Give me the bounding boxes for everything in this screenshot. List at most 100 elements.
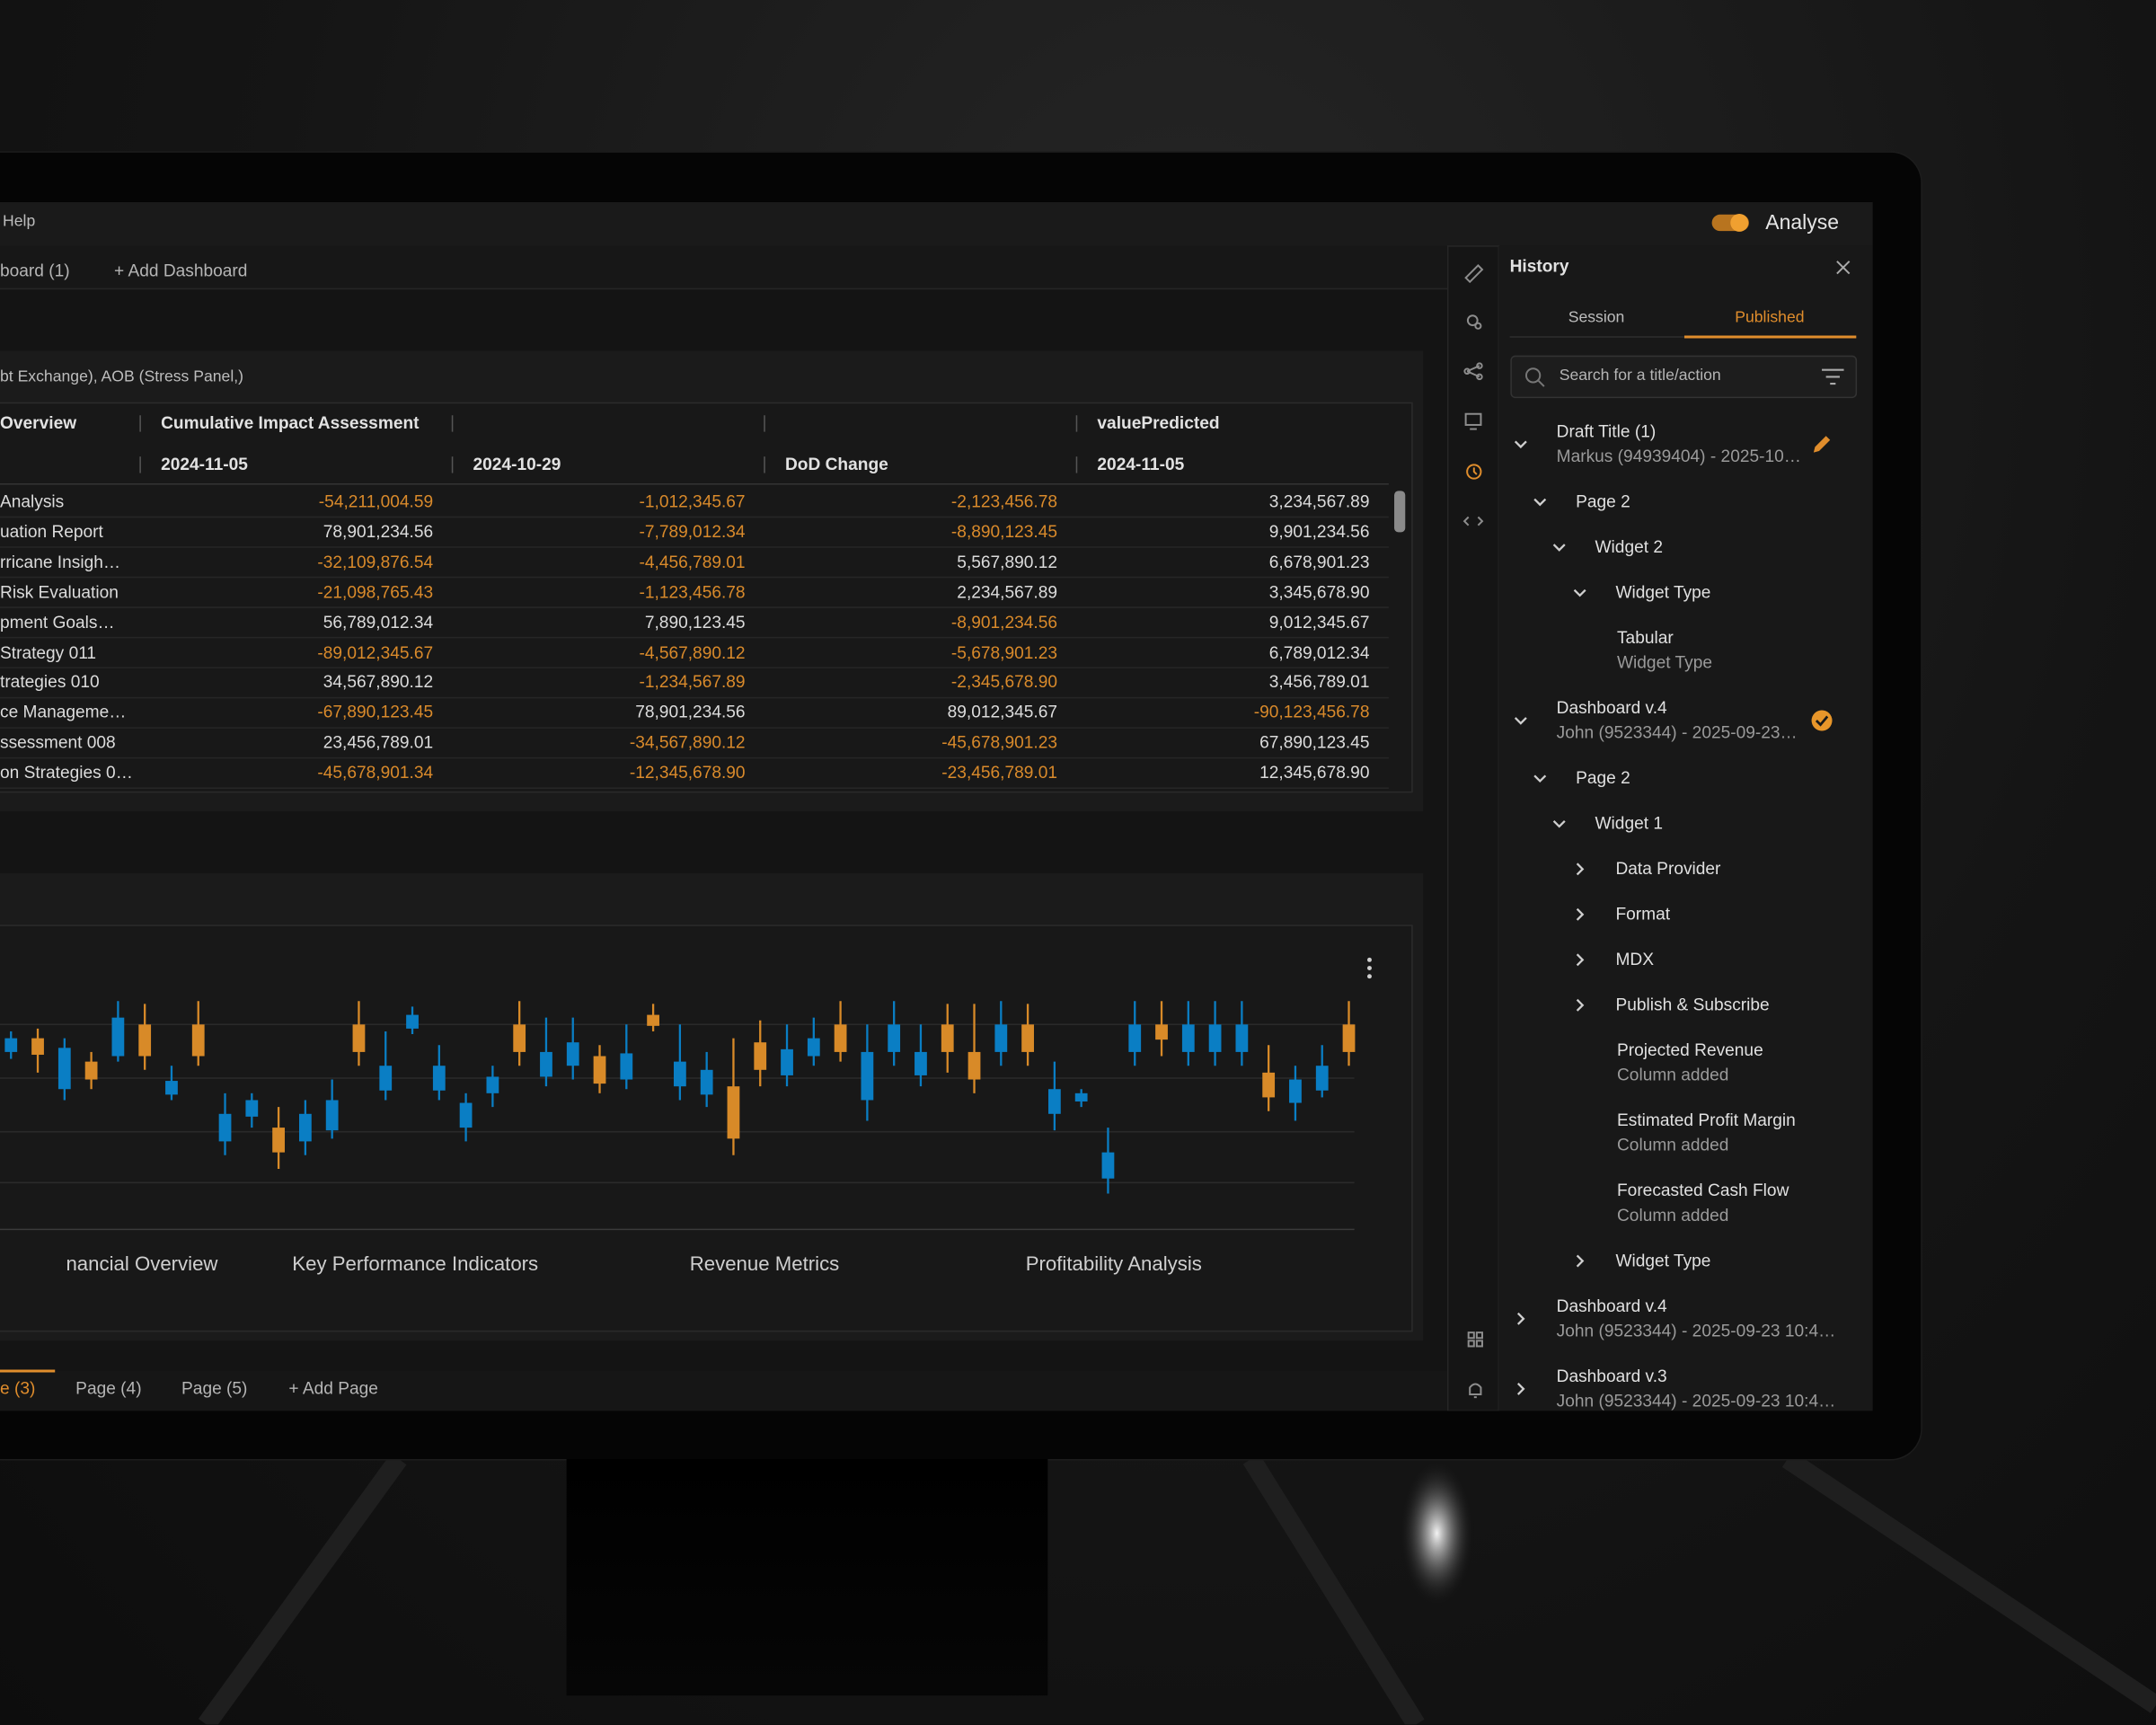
candle-body	[754, 1042, 767, 1070]
widget-menu[interactable]	[1367, 957, 1372, 979]
candle-body	[272, 1128, 285, 1153]
candle-body	[4, 1038, 18, 1052]
column-subheader: 2024-11-05	[161, 455, 248, 474]
candle-body	[1262, 1072, 1276, 1098]
candle-body	[1101, 1152, 1115, 1179]
cell-value: 7,890,123.45	[644, 612, 746, 632]
menu-item[interactable]: Help	[3, 213, 36, 230]
cell-value: -12,345,678.90	[629, 763, 746, 783]
tree-chevron[interactable]	[1576, 953, 1585, 967]
candle-body	[1315, 1066, 1329, 1091]
close-button[interactable]	[1836, 261, 1851, 275]
tree-chevron[interactable]	[1516, 1312, 1525, 1325]
tree-item-title[interactable]: Projected Revenue	[1616, 1040, 1763, 1060]
dashboard-tab[interactable]: board (1)	[0, 261, 70, 280]
page-tab[interactable]: Page (5)	[181, 1378, 248, 1399]
tree-item-title[interactable]: Publish & Subscribe	[1615, 995, 1770, 1015]
tree-chevron[interactable]	[1533, 774, 1547, 783]
candle-body	[1074, 1092, 1088, 1102]
cell-value: -5,678,901.23	[950, 642, 1058, 662]
row-label: on Strategies 0…	[0, 763, 133, 783]
tree-chevron[interactable]	[1514, 440, 1527, 449]
screen-graphics	[0, 201, 1873, 1411]
x-group-label: Revenue Metrics	[689, 1253, 840, 1277]
page-tab[interactable]: e (3)	[0, 1378, 36, 1399]
cell-value: -4,567,890.12	[639, 642, 746, 662]
candle-body	[352, 1024, 366, 1052]
tree-item-title[interactable]: Dashboard v.4	[1556, 698, 1667, 718]
column-header: Cumulative Impact Assessment	[161, 413, 420, 433]
tree-chevron[interactable]	[1576, 862, 1585, 876]
cell-value: 3,345,678.90	[1268, 582, 1370, 602]
tree-chevron[interactable]	[1576, 907, 1585, 921]
cell-value: 3,234,567.89	[1268, 491, 1370, 512]
tree-item-meta: Widget Type	[1616, 652, 1713, 673]
row-label: uation Report	[0, 522, 103, 542]
tree-item-title[interactable]: MDX	[1615, 950, 1654, 969]
cell-value: -67,890,123.45	[317, 703, 434, 722]
tree-item-title[interactable]: Widget Type	[1615, 582, 1711, 603]
tree-item-title[interactable]: Tabular	[1616, 628, 1674, 648]
add-dashboard[interactable]: + Add Dashboard	[114, 261, 248, 280]
candle-body	[1235, 1024, 1249, 1052]
tree-item-title[interactable]: Widget 1	[1595, 813, 1664, 834]
tree-item-title[interactable]: Dashboard v.4	[1556, 1296, 1667, 1316]
cell-value: -21,098,765.43	[317, 582, 434, 602]
row-label: rricane Insigh…	[0, 552, 120, 572]
scrollbar[interactable]	[1394, 491, 1406, 533]
candle-body	[245, 1100, 259, 1117]
candle-body	[781, 1048, 793, 1075]
cell-value: 9,901,234.56	[1268, 522, 1370, 542]
tree-chevron[interactable]	[1576, 1254, 1585, 1268]
add-page[interactable]: + Add Page	[288, 1378, 378, 1399]
tree-item-title[interactable]: Draft Title (1)	[1556, 421, 1657, 441]
filter-icon[interactable]	[1822, 368, 1844, 385]
tree-chevron[interactable]	[1576, 998, 1585, 1012]
tree-item-meta: John (9523344) - 2025-09-23…	[1556, 722, 1798, 743]
page-tab[interactable]: Page (4)	[75, 1378, 142, 1399]
candle-body	[1047, 1089, 1061, 1114]
side-toolbar	[1446, 245, 1500, 1411]
candle-body	[861, 1051, 874, 1101]
tree-item-title[interactable]: Data Provider	[1615, 859, 1721, 879]
tree-item-title[interactable]: Format	[1615, 904, 1671, 924]
candle-body	[540, 1051, 552, 1077]
candle-body	[111, 1017, 125, 1057]
tree-item-meta: Column added	[1616, 1205, 1729, 1225]
cell-value: -23,456,789.01	[941, 763, 1058, 783]
candle-body	[325, 1100, 339, 1131]
column-header: Overview	[0, 413, 77, 433]
mode-label[interactable]: Analyse	[1765, 210, 1839, 234]
candle-body	[1128, 1024, 1142, 1052]
cell-value: -89,012,345.67	[317, 642, 434, 662]
tree-chevron[interactable]	[1552, 544, 1566, 552]
tree-chevron[interactable]	[1573, 588, 1586, 597]
tree-item-title[interactable]: Widget 2	[1595, 537, 1664, 557]
tree-item-title[interactable]: Widget Type	[1615, 1251, 1711, 1270]
toolbar-icons[interactable]	[1462, 263, 1484, 1399]
history-tab[interactable]: Session	[1568, 309, 1625, 327]
tree-chevron[interactable]	[1533, 498, 1547, 507]
tree-chevron[interactable]	[1514, 717, 1527, 725]
cell-value: 3,456,789.01	[1268, 672, 1370, 693]
search-box[interactable]	[1510, 355, 1858, 399]
tree-chevron[interactable]	[1552, 819, 1566, 828]
cell-value: -8,890,123.45	[950, 522, 1058, 542]
cell-value: 78,901,234.56	[323, 522, 434, 542]
cell-value: -54,211,004.59	[318, 491, 434, 512]
tree-item-title[interactable]: Page 2	[1576, 768, 1630, 788]
tree-chevron[interactable]	[1516, 1382, 1525, 1395]
cell-value: -45,678,901.23	[941, 732, 1058, 753]
cell-value: -1,123,456.78	[639, 582, 746, 602]
cell-value: 5,567,890.12	[957, 552, 1058, 572]
tree-item-meta: Markus (94939404) - 2025-10…	[1556, 447, 1801, 466]
tree-item-title[interactable]: Estimated Profit Margin	[1616, 1110, 1796, 1130]
search-placeholder[interactable]: Search for a title/action	[1559, 367, 1721, 385]
tree-item-title[interactable]: Forecasted Cash Flow	[1616, 1181, 1789, 1200]
tree-item-title[interactable]: Dashboard v.3	[1556, 1367, 1667, 1386]
candle-body	[1155, 1024, 1168, 1040]
tree-item-title[interactable]: Page 2	[1576, 491, 1630, 512]
candle-body	[566, 1042, 579, 1066]
history-tab[interactable]: Published	[1735, 309, 1805, 327]
panel-title: History	[1509, 256, 1569, 277]
